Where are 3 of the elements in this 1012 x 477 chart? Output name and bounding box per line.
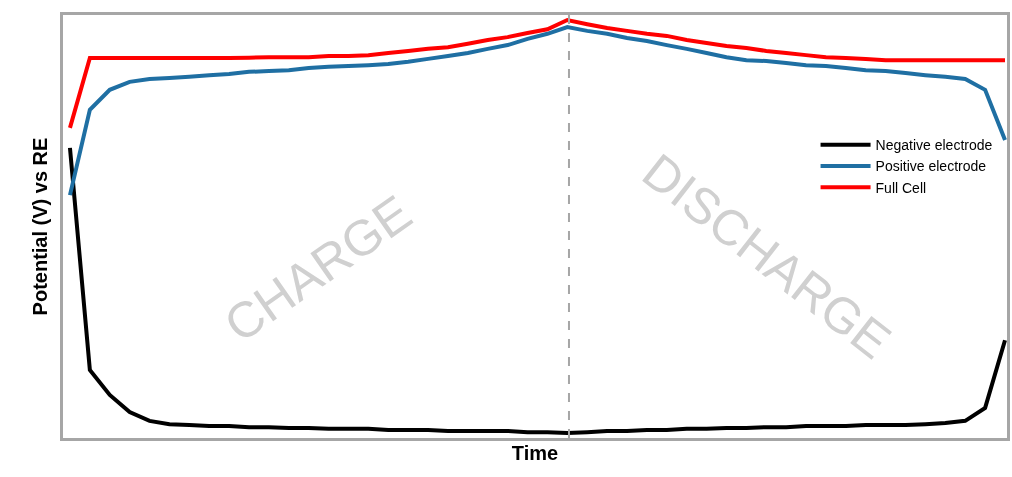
y-axis-title: Potential (V) vs RE	[28, 137, 51, 316]
x-axis-title: Time	[511, 441, 559, 464]
legend-label: Negative electrode	[875, 137, 993, 154]
